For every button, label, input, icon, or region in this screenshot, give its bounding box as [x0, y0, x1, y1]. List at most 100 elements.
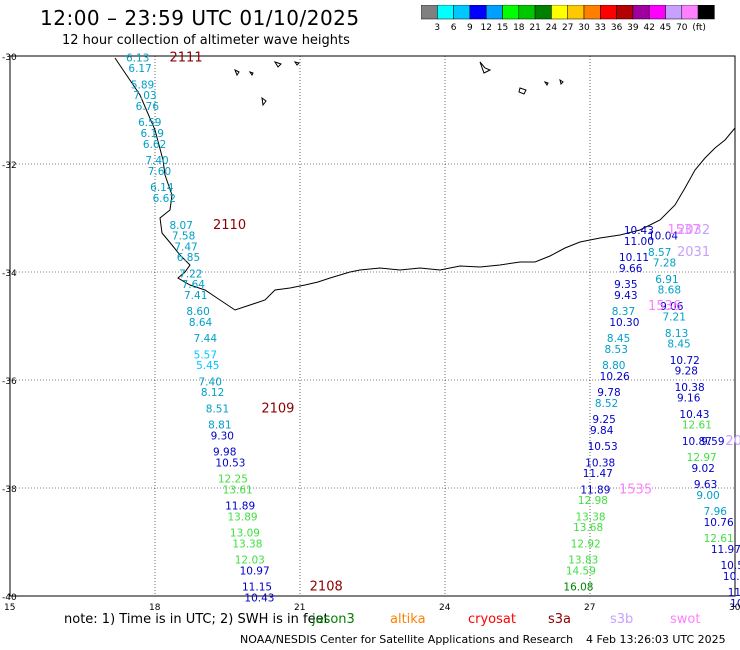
- color-tick-label: 12: [480, 23, 491, 33]
- color-scale-legend: 3 6 9 12 15 18 21 24 27 30 33 36 39 42 45 70 (ft): [421, 5, 715, 33]
- wave-height-value: 8.37: [612, 306, 635, 318]
- color-tick-label: 27: [562, 23, 573, 33]
- pass-id-label: 2109: [261, 401, 294, 416]
- wave-height-value: 6.13: [126, 52, 149, 64]
- wave-height-value: 5.89: [131, 79, 154, 91]
- wave-height-value: 10.7: [723, 571, 740, 583]
- wave-height-value: 10.76: [704, 517, 734, 529]
- y-tick-label: -32: [2, 161, 17, 171]
- wave-height-value: 11.15: [242, 582, 272, 594]
- pass-id-label: 1537: [667, 223, 700, 238]
- wave-height-value: 10.43: [624, 225, 654, 237]
- color-tick-label: 36: [611, 23, 623, 33]
- coastline-west: [114, 57, 736, 311]
- wave-height-value: 10.5: [721, 560, 740, 572]
- wave-height-value: 9.63: [694, 479, 717, 491]
- wave-height-value: 11.47: [583, 468, 613, 480]
- wave-height-value: 13.38: [576, 511, 606, 523]
- satellite-swot: swot: [670, 612, 701, 627]
- wave-height-value: 5.45: [196, 360, 219, 372]
- y-tick-label: -38: [2, 485, 17, 495]
- wave-height-value: 11.89: [225, 501, 255, 513]
- wave-height-value: 12.98: [578, 495, 608, 507]
- wave-height-value: 8.51: [206, 403, 229, 415]
- wave-height-value: 16.08: [563, 582, 593, 594]
- wave-height-value: 10.97: [240, 565, 270, 577]
- x-tick-label: 18: [149, 603, 161, 610]
- y-tick-label: -30: [2, 53, 17, 63]
- wave-height-value: 9.28: [675, 366, 698, 378]
- wave-height-value: 11.97: [711, 544, 740, 556]
- satellite-jason3: jason3: [312, 612, 355, 627]
- wave-height-value: 11.: [728, 587, 740, 599]
- wave-height-value: 10.72: [670, 355, 700, 367]
- color-tick-label: 70: [676, 23, 688, 33]
- color-swatch: [697, 5, 715, 20]
- wave-height-value: 7.40: [199, 376, 222, 388]
- color-tick-label: 24: [546, 23, 558, 33]
- wave-height-value: 12.25: [218, 474, 248, 486]
- color-tick-label: 42: [643, 23, 654, 33]
- wave-height-value: 7.41: [184, 290, 207, 302]
- wave-height-value: 11.89: [580, 484, 610, 496]
- pass-id-label: 2031: [677, 245, 710, 260]
- wave-height-value: 10.53: [215, 457, 245, 469]
- wave-height-value: 9.43: [614, 290, 637, 302]
- wave-height-value: 7.21: [663, 312, 686, 324]
- wave-height-value: 10.43: [679, 409, 709, 421]
- graticule: [10, 56, 735, 596]
- wave-height-value: 7.22: [179, 268, 202, 280]
- map-title: 12:00 – 23:59 UTC 01/10/2025: [40, 6, 360, 30]
- wave-height-value: 11.00: [624, 236, 654, 248]
- color-tick-label: 33: [595, 23, 606, 33]
- wave-height-value: 7.96: [704, 506, 728, 518]
- wave-height-value: 9.35: [614, 279, 637, 291]
- wave-height-value: 9.98: [213, 447, 236, 459]
- wave-height-value: 8.57: [648, 247, 671, 259]
- wave-height-value: 6.76: [136, 101, 160, 113]
- color-unit-label: (ft): [692, 23, 706, 33]
- satellite-s3b: s3b: [610, 612, 634, 627]
- wave-height-value: 13.89: [228, 511, 258, 523]
- wave-height-value: 6.19: [141, 128, 164, 140]
- pass-id-label: 1536: [648, 299, 681, 314]
- pass-id-label: 20: [725, 434, 740, 449]
- wave-height-value: 8.13: [665, 328, 688, 340]
- wave-height-value: 9.59: [701, 436, 724, 448]
- wave-height-value: 5.57: [194, 349, 217, 361]
- wave-height-value: 6.62: [143, 139, 166, 151]
- wave-height-value: 13.09: [230, 528, 260, 540]
- islands: [234, 61, 564, 107]
- pass-id-label: 1535: [619, 482, 652, 497]
- wave-height-value: 7.03: [133, 90, 156, 102]
- wave-height-value: 10.53: [588, 441, 618, 453]
- wave-height-value: 10.30: [609, 317, 639, 329]
- wave-height-value: 8.64: [189, 317, 213, 329]
- pass-id-label: 2110: [213, 218, 246, 233]
- x-tick-label: 24: [439, 603, 451, 610]
- wave-height-value: 8.81: [208, 420, 231, 432]
- wave-height-value: 6.17: [128, 63, 151, 75]
- x-tick-label: 21: [294, 603, 305, 610]
- wave-height-value: 8.68: [658, 285, 681, 297]
- wave-height-value: 7.28: [653, 258, 676, 270]
- wave-height-value: 6.14: [150, 182, 174, 194]
- wave-height-value: 10.43: [244, 592, 274, 604]
- color-tick-label: 15: [497, 23, 508, 33]
- wave-height-value: 13.38: [232, 538, 262, 550]
- wave-height-value: 8.07: [170, 220, 193, 232]
- wave-height-value: 12.03: [235, 555, 265, 567]
- wave-height-value: 14.59: [566, 565, 596, 577]
- color-tick-label: 3: [434, 23, 440, 33]
- wave-height-value: 10.11: [619, 252, 649, 264]
- wave-height-value: 8.12: [201, 387, 224, 399]
- wave-height-value: 9.78: [597, 387, 620, 399]
- wave-height-value: 6.59: [138, 117, 161, 129]
- y-tick-label: -34: [2, 269, 17, 279]
- wave-height-value: 13.61: [223, 484, 253, 496]
- color-tick-label: 18: [513, 23, 525, 33]
- color-tick-label: 21: [529, 23, 540, 33]
- color-tick-label: 39: [627, 23, 639, 33]
- x-tick-label: 27: [584, 603, 595, 610]
- satellite-altika: altika: [390, 612, 426, 627]
